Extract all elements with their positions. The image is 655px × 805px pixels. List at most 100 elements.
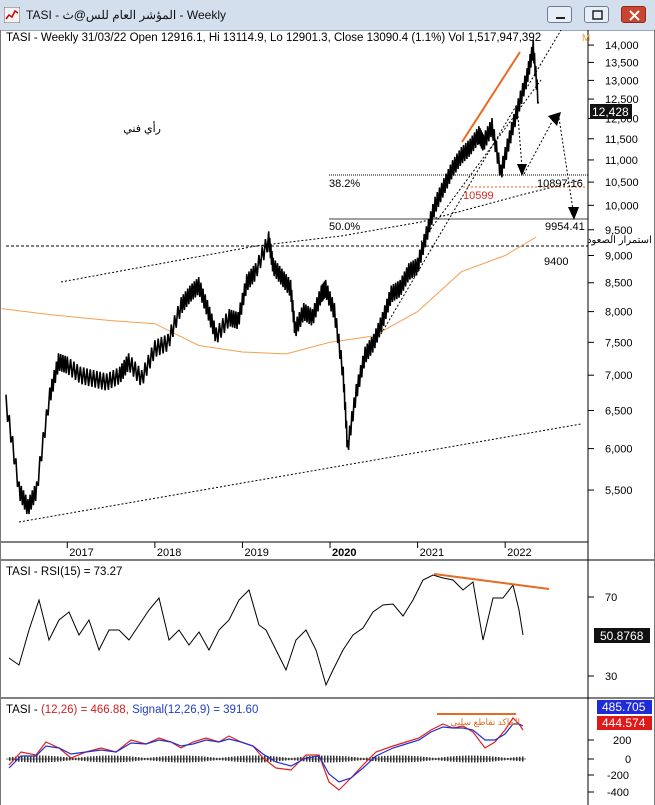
macd-histogram-bar [165,756,167,762]
macd-histogram-bar [72,757,74,761]
rsi-last-value: 50.8768 [600,629,644,643]
uptrend-channel-line [380,30,562,335]
macd-histogram-bar [159,756,161,762]
macd-histogram-bar [63,756,65,762]
macd-histogram-bar [273,756,275,762]
macd-histogram-bar [81,757,83,761]
macd-histogram-bar [99,755,101,763]
price-line [5,39,540,515]
macd-histogram-bar [450,756,452,762]
macd-histogram-bar [465,755,467,763]
level-9954-label: 9954.41 [545,221,585,233]
macd-histogram-bar [255,755,257,763]
price-header: TASI - Weekly 31/03/22 Open 12916.1, Hi … [6,32,541,44]
macd-histogram-bar [489,756,491,762]
macd-histogram-bar [180,755,182,763]
macd-histogram-bar [516,757,518,761]
macd-histogram-bar [39,755,41,763]
macd-histogram-bar [66,757,68,761]
macd-histogram-bar [246,755,248,763]
macd-histogram-bar [192,755,194,763]
macd-histogram-bar [504,757,506,761]
macd-histogram-bar [408,755,410,763]
macd-histogram-bar [243,755,245,763]
price-y-tick-label: 10,500 [605,177,639,189]
rsi-line [8,574,524,687]
macd-histogram-bar [105,755,107,763]
level-10897-label: 10897.16 [537,178,583,190]
macd-histogram-bar [318,755,320,763]
close-button[interactable] [621,6,646,23]
macd-header-macd: (12,26) = 466.88, [41,704,129,716]
macd-histogram-bar [357,757,359,761]
price-x-tick-label: 2019 [244,547,268,559]
macd-histogram-bar [306,756,308,762]
macd-histogram-bar [477,755,479,763]
macd-histogram-bar [276,756,278,762]
price-y-tick-label: 8,000 [605,307,633,319]
macd-arabic-note: الماكد تقاطع سلبي [450,717,520,728]
macd-histogram-bar [45,755,47,763]
macd-histogram-bar [492,756,494,762]
macd-histogram-bar [51,755,53,763]
macd-histogram-bar [261,755,263,763]
macd-histogram-bar [345,756,347,762]
rsi-tick-70-label: 70 [605,592,617,604]
macd-histogram-bar [519,756,521,762]
macd-histogram-bar [60,756,62,762]
macd-histogram-bar [258,755,260,763]
macd-histogram-bar [282,757,284,761]
signal-line [8,723,524,783]
price-x-tick-label: 2021 [420,547,444,559]
macd-histogram-bar [333,755,335,763]
macd-histogram-bar [93,756,95,762]
chart-canvas[interactable]: 14,00013,50013,00012,50012,00011,50011,0… [1,30,654,805]
macd-histogram-bar [321,755,323,763]
macd-histogram-bar [24,755,26,763]
mid-trendline [60,179,582,283]
macd-histogram-bar [90,756,92,762]
price-x-tick-label: 2017 [69,547,93,559]
macd-histogram-bar [390,755,392,763]
macd-value-label: 485.705 [602,700,646,714]
macd-histogram-bar [156,756,158,762]
chart-app-icon [4,7,20,23]
close-icon [629,10,640,21]
macd-histogram-bar [33,755,35,763]
macd-histogram-bar [57,756,59,762]
price-y-tick-label: 11,500 [605,134,638,146]
macd-histogram-bar [96,755,98,763]
fib-382-label: 38.2% [329,178,360,190]
macd-histogram-bar [510,757,512,761]
minimize-icon [556,17,565,19]
macd-histogram-bar [354,757,356,761]
level-10599-label: 10599 [463,190,494,202]
macd-histogram-bar [234,756,236,762]
macd-histogram-bar [396,755,398,763]
macd-histogram-bar [162,756,164,762]
macd-histogram-bar [201,756,203,762]
macd-histogram-bar [210,757,212,761]
macd-histogram-bar [441,757,443,761]
price-x-tick-label: 2018 [157,547,181,559]
macd-histogram-bar [114,755,116,763]
macd-histogram-bar [444,757,446,761]
macd-histogram-bar [426,757,428,761]
price-y-tick-label: 13,500 [605,57,639,69]
macd-histogram-bar [483,755,485,763]
macd-value-tag [597,700,652,714]
macd-histogram-bar [129,756,131,762]
macd-histogram-bar [207,756,209,762]
macd-histogram-bar [117,755,119,763]
macd-histogram-bar [447,756,449,762]
price-y-tick-label: 6,500 [605,405,633,417]
macd-histogram-bar [462,755,464,763]
macd-histogram-bar [75,757,77,761]
macd-histogram-bar [486,756,488,762]
minimize-button[interactable] [547,6,572,23]
macd-histogram-bar [213,757,215,761]
chart-window: 14,000 13,500 13,000 12,500 12,000 11,500 11,0… [0,30,655,805]
macd-histogram-bar [108,755,110,763]
macd-histogram-bar [342,756,344,762]
maximize-button[interactable] [584,6,609,23]
